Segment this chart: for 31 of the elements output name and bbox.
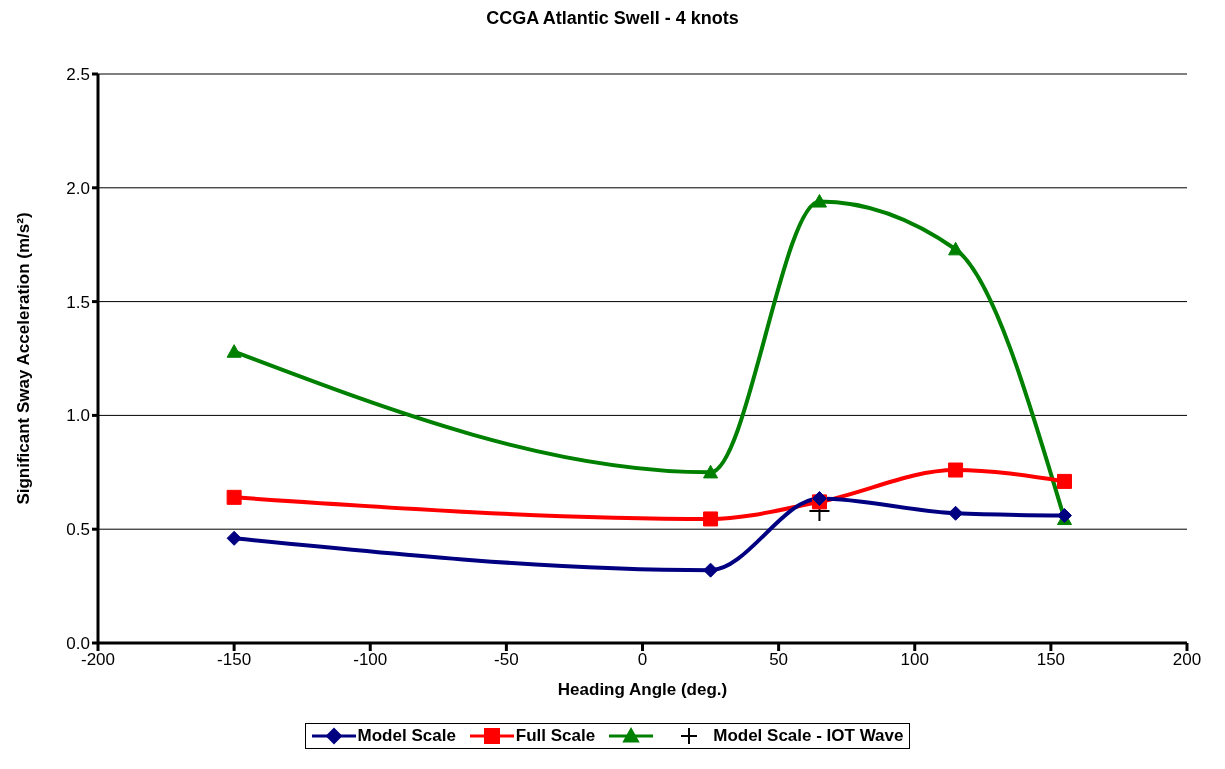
point [811, 193, 827, 208]
point [703, 511, 719, 527]
point [226, 344, 242, 358]
point [703, 464, 719, 479]
legend-label: Full Scale [515, 726, 596, 746]
chart-title: CCGA Atlantic Swell - 4 knots [485, 8, 740, 29]
point [226, 489, 242, 505]
y-tick-label: 1.0 [66, 406, 90, 426]
point [703, 562, 719, 578]
point [226, 530, 242, 546]
legend-label: Model Scale - IOT Wave [713, 726, 904, 746]
y-tick-label: 2.0 [66, 178, 90, 198]
x-tick-label: -100 [353, 650, 388, 670]
y-tick-label: 2.5 [66, 65, 90, 85]
y-axis-title: Significant Sway Acceleration (m/s²) [14, 212, 34, 505]
x-tick-label: 200 [1172, 650, 1202, 670]
x-tick-label: 150 [1036, 650, 1066, 670]
x-axis-title: Heading Angle (deg.) [557, 680, 728, 699]
point [948, 505, 964, 521]
x-tick-label: -150 [217, 650, 252, 670]
legend-label: Model Scale [357, 726, 456, 746]
point [811, 490, 827, 506]
point [948, 241, 964, 256]
point [1056, 473, 1072, 489]
point [948, 462, 964, 478]
y-tick-label: 0.5 [66, 520, 90, 540]
x-tick-label: -50 [494, 650, 519, 670]
x-tick-label: 100 [900, 650, 929, 670]
x-tick-label: 50 [769, 650, 789, 670]
y-tick-label: 1.5 [66, 292, 90, 312]
x-tick-label: 0 [637, 650, 648, 670]
